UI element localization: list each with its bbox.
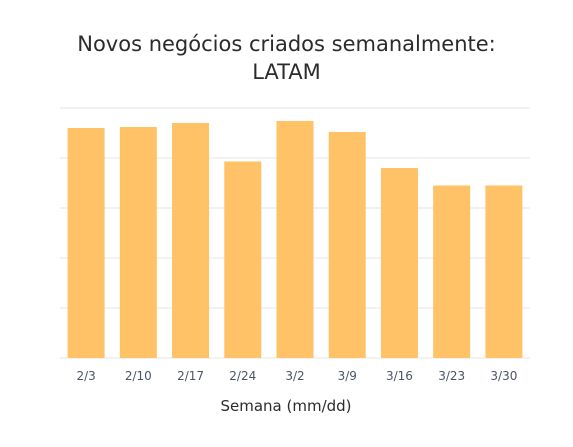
x-tick-label: 2/24	[229, 369, 256, 383]
bar-3-30	[485, 185, 523, 358]
bar-2-24	[224, 161, 262, 358]
x-tick-labels: 2/3 2/10 2/17 2/24 3/2 3/9 3/16 3/23 3/30	[76, 369, 517, 383]
bar-3-9	[328, 132, 366, 358]
x-tick-label: 2/10	[125, 369, 152, 383]
x-tick-label: 3/30	[490, 369, 517, 383]
chart-title-line-1: Novos negócios criados semanalmente:	[77, 32, 496, 56]
x-axis-label: Semana (mm/dd)	[220, 397, 351, 415]
x-tick-label: 2/3	[76, 369, 95, 383]
x-tick-label: 3/9	[338, 369, 357, 383]
chart-title: Novos negócios criados semanalmente: LAT…	[0, 30, 573, 86]
bars	[67, 121, 523, 358]
x-tick-label: 2/17	[177, 369, 204, 383]
chart-title-line-2: LATAM	[252, 60, 321, 84]
x-tick-label: 3/2	[285, 369, 304, 383]
bar-3-2	[276, 121, 314, 358]
bar-3-23	[433, 185, 471, 358]
x-tick-label: 3/23	[438, 369, 465, 383]
bar-2-17	[172, 123, 210, 358]
bar-2-10	[119, 127, 157, 358]
bar-3-16	[380, 168, 418, 358]
x-tick-label: 3/16	[386, 369, 413, 383]
bar-2-3	[67, 128, 105, 358]
